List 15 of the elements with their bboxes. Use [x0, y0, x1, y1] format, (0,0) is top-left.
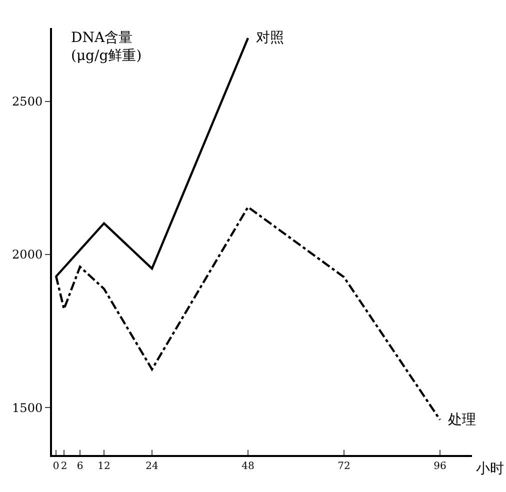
y-tick-label: 1500	[12, 400, 43, 415]
y-axis-title: DNA含量 (μg/g鲜重)	[71, 30, 142, 64]
y-tick-label: 2000	[12, 248, 43, 262]
series-label: 对照	[256, 30, 284, 46]
x-tick-label: 48	[242, 461, 254, 472]
x-axis-title: 小时	[476, 461, 504, 477]
x-tick-label: 0	[52, 461, 60, 472]
x-tick-label: 12	[98, 461, 110, 472]
x-tick-label: 96	[434, 461, 446, 472]
x-tick-label: 72	[338, 461, 350, 472]
y-tick-label: 2500	[12, 94, 43, 109]
x-tick-label: 2	[60, 461, 68, 472]
x-tick-label: 24	[146, 461, 158, 472]
series-label: 处理	[448, 412, 476, 428]
x-tick-label: 6	[76, 461, 84, 472]
